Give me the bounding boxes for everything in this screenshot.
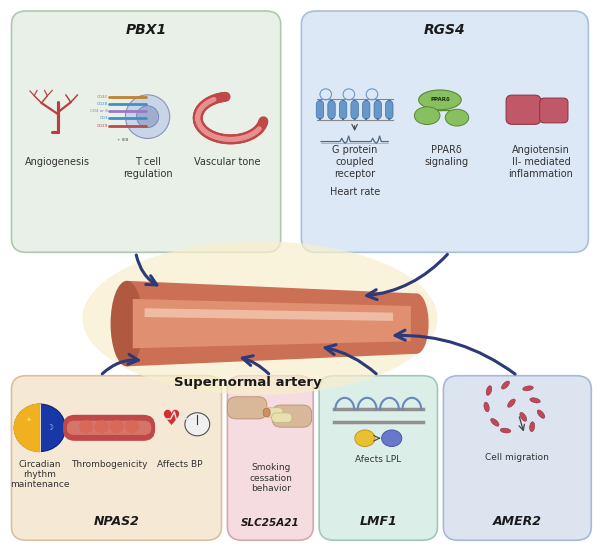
- Polygon shape: [127, 281, 417, 366]
- Text: PPARδ: PPARδ: [430, 98, 450, 102]
- Text: G protein
coupled
receptor: G protein coupled receptor: [332, 145, 377, 178]
- Text: AMER2: AMER2: [493, 515, 542, 528]
- Text: CD28: CD28: [97, 102, 108, 106]
- Text: Circadian
rhythm
maintenance: Circadian rhythm maintenance: [10, 460, 70, 489]
- FancyBboxPatch shape: [316, 100, 323, 119]
- FancyBboxPatch shape: [319, 376, 437, 540]
- FancyBboxPatch shape: [67, 420, 151, 435]
- FancyBboxPatch shape: [272, 405, 311, 427]
- FancyBboxPatch shape: [227, 397, 267, 419]
- Ellipse shape: [382, 430, 402, 447]
- Ellipse shape: [185, 413, 210, 436]
- Text: Afects LPL: Afects LPL: [355, 455, 401, 464]
- FancyBboxPatch shape: [340, 100, 347, 119]
- Text: CD29: CD29: [97, 124, 108, 127]
- Ellipse shape: [491, 418, 499, 426]
- Ellipse shape: [445, 109, 469, 126]
- Text: NPAS2: NPAS2: [94, 515, 139, 528]
- Text: Affects BP: Affects BP: [157, 460, 203, 469]
- Text: Angiotensin
II- mediated
inflammation: Angiotensin II- mediated inflammation: [509, 145, 574, 178]
- Text: ☽: ☽: [46, 423, 53, 432]
- Text: ✦: ✦: [25, 417, 31, 423]
- FancyBboxPatch shape: [506, 95, 541, 124]
- Text: PBX1: PBX1: [125, 23, 167, 37]
- Text: + IEB: + IEB: [117, 138, 128, 142]
- Text: T cell
regulation: T cell regulation: [123, 157, 172, 179]
- FancyBboxPatch shape: [63, 415, 155, 441]
- Text: CD4 or δ: CD4 or δ: [91, 109, 108, 113]
- Ellipse shape: [500, 428, 511, 433]
- FancyBboxPatch shape: [362, 100, 370, 119]
- FancyBboxPatch shape: [374, 100, 382, 119]
- FancyBboxPatch shape: [227, 376, 313, 540]
- Polygon shape: [145, 308, 393, 321]
- FancyBboxPatch shape: [386, 100, 393, 119]
- Ellipse shape: [355, 430, 375, 447]
- Ellipse shape: [136, 106, 158, 127]
- FancyBboxPatch shape: [11, 11, 281, 252]
- Ellipse shape: [125, 95, 170, 138]
- Text: Smoking
cessation
behavior: Smoking cessation behavior: [249, 464, 292, 493]
- Ellipse shape: [520, 412, 527, 421]
- Ellipse shape: [530, 398, 540, 403]
- Text: Angiogenesis: Angiogenesis: [25, 157, 90, 167]
- Ellipse shape: [110, 281, 143, 366]
- Polygon shape: [14, 404, 40, 452]
- Text: Cell migration: Cell migration: [485, 453, 549, 461]
- Ellipse shape: [125, 420, 139, 433]
- Text: PPARδ
signaling: PPARδ signaling: [424, 145, 469, 167]
- Polygon shape: [133, 299, 411, 348]
- Ellipse shape: [502, 381, 509, 389]
- Text: Vascular tone: Vascular tone: [194, 157, 260, 167]
- Ellipse shape: [486, 386, 492, 396]
- FancyBboxPatch shape: [328, 100, 335, 119]
- Text: SLC25A21: SLC25A21: [241, 518, 300, 528]
- Text: RGS4: RGS4: [424, 23, 466, 37]
- FancyBboxPatch shape: [539, 98, 568, 123]
- Text: Supernormal artery: Supernormal artery: [175, 376, 322, 389]
- Text: CD40: CD40: [97, 95, 108, 99]
- Ellipse shape: [94, 420, 109, 433]
- FancyBboxPatch shape: [272, 413, 292, 422]
- Ellipse shape: [484, 402, 489, 412]
- Ellipse shape: [523, 386, 533, 391]
- FancyBboxPatch shape: [263, 408, 283, 417]
- Ellipse shape: [530, 422, 535, 432]
- Ellipse shape: [405, 294, 428, 354]
- FancyBboxPatch shape: [11, 376, 221, 540]
- FancyBboxPatch shape: [301, 11, 589, 252]
- Text: CD3: CD3: [100, 116, 108, 120]
- Ellipse shape: [82, 242, 437, 395]
- FancyBboxPatch shape: [263, 408, 270, 417]
- FancyBboxPatch shape: [443, 376, 592, 540]
- Ellipse shape: [419, 90, 461, 110]
- Ellipse shape: [508, 399, 515, 407]
- Text: ♥: ♥: [161, 409, 180, 429]
- Text: Thrombogenicity: Thrombogenicity: [71, 460, 148, 469]
- Ellipse shape: [415, 107, 440, 125]
- Ellipse shape: [537, 410, 545, 418]
- Ellipse shape: [110, 420, 124, 433]
- Text: Heart rate: Heart rate: [329, 187, 380, 197]
- Ellipse shape: [79, 420, 93, 433]
- Text: LMF1: LMF1: [359, 515, 397, 528]
- Ellipse shape: [14, 404, 65, 452]
- FancyBboxPatch shape: [351, 100, 358, 119]
